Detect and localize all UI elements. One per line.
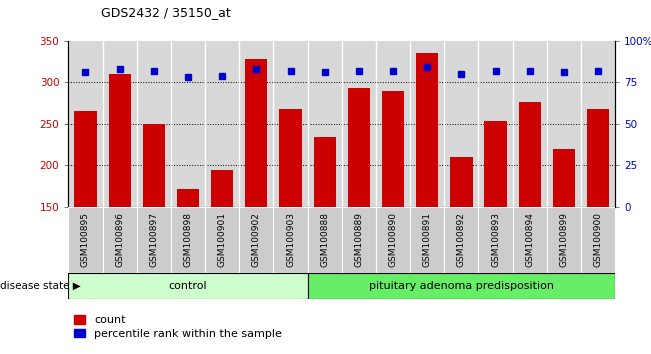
Text: GSM100891: GSM100891 <box>422 212 432 267</box>
Text: GSM100896: GSM100896 <box>115 212 124 267</box>
Bar <box>307 273 615 299</box>
Text: GSM100902: GSM100902 <box>252 212 261 267</box>
Text: GSM100893: GSM100893 <box>491 212 500 267</box>
Bar <box>171 207 205 273</box>
Text: GSM100889: GSM100889 <box>354 212 363 267</box>
Bar <box>547 207 581 273</box>
Bar <box>410 207 444 273</box>
Bar <box>68 207 102 273</box>
Bar <box>581 207 615 273</box>
Bar <box>382 91 404 207</box>
Bar <box>450 157 473 207</box>
Bar <box>512 207 547 273</box>
Bar <box>587 109 609 207</box>
Bar <box>205 207 239 273</box>
Text: pituitary adenoma predisposition: pituitary adenoma predisposition <box>369 281 554 291</box>
Bar <box>137 207 171 273</box>
Bar <box>314 137 336 207</box>
Bar <box>444 207 478 273</box>
Bar <box>240 207 273 273</box>
Text: GSM100897: GSM100897 <box>149 212 158 267</box>
Text: GSM100890: GSM100890 <box>389 212 398 267</box>
Text: GSM100900: GSM100900 <box>594 212 603 267</box>
Text: GSM100894: GSM100894 <box>525 212 534 267</box>
Text: GSM100901: GSM100901 <box>217 212 227 267</box>
Bar <box>273 207 307 273</box>
Bar <box>484 121 506 207</box>
Bar <box>68 273 307 299</box>
Text: GSM100899: GSM100899 <box>559 212 568 267</box>
Bar <box>376 207 410 273</box>
Text: GDS2432 / 35150_at: GDS2432 / 35150_at <box>101 6 230 19</box>
Text: control: control <box>169 281 207 291</box>
Text: GSM100895: GSM100895 <box>81 212 90 267</box>
Bar <box>342 207 376 273</box>
Bar <box>478 207 512 273</box>
Bar <box>103 207 137 273</box>
Text: disease state ▶: disease state ▶ <box>0 281 81 291</box>
Bar <box>177 189 199 207</box>
Bar <box>74 112 96 207</box>
Bar <box>245 59 268 207</box>
Text: GSM100892: GSM100892 <box>457 212 466 267</box>
Bar <box>553 149 575 207</box>
Text: GSM100888: GSM100888 <box>320 212 329 267</box>
Bar <box>519 102 541 207</box>
Bar <box>143 124 165 207</box>
Bar <box>307 207 342 273</box>
Bar <box>279 109 301 207</box>
Bar <box>348 88 370 207</box>
Text: GSM100898: GSM100898 <box>184 212 193 267</box>
Bar <box>109 74 131 207</box>
Legend: count, percentile rank within the sample: count, percentile rank within the sample <box>74 315 282 339</box>
Bar <box>211 171 233 207</box>
Text: GSM100903: GSM100903 <box>286 212 295 267</box>
Bar <box>416 53 438 207</box>
